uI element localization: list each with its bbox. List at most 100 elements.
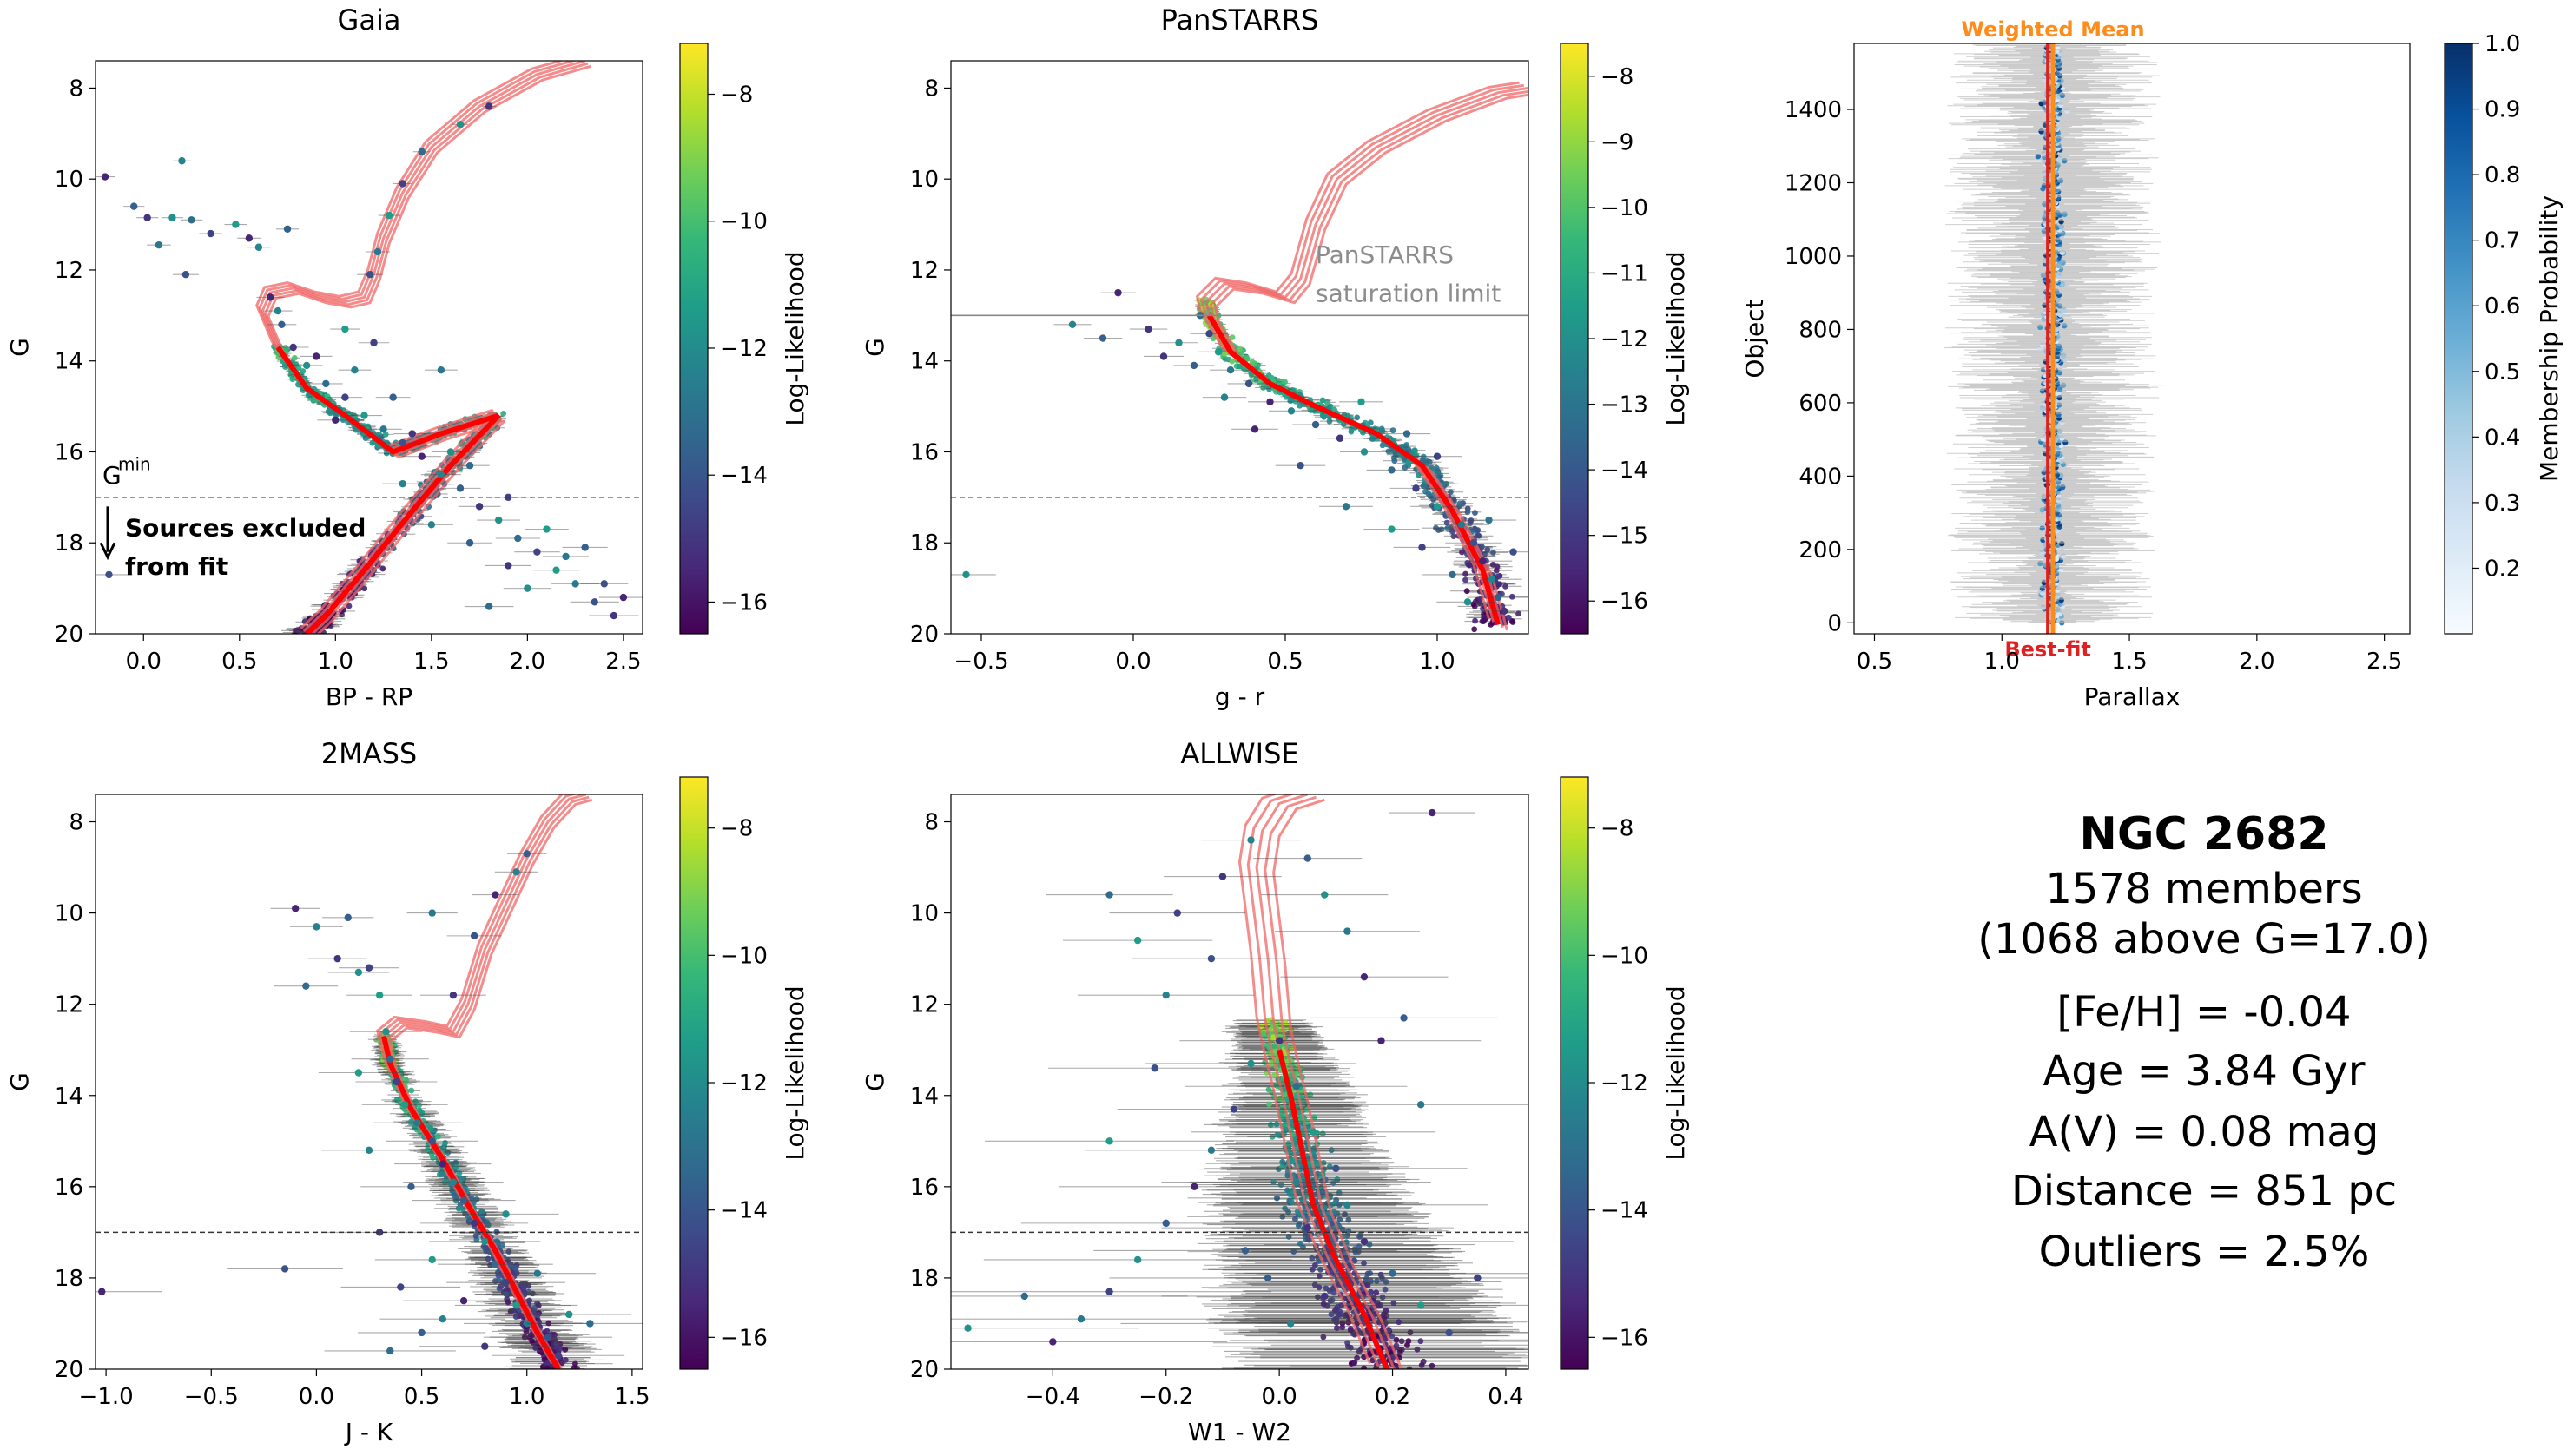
0|gaia-xtick-label: 0.0 bbox=[126, 649, 162, 675]
star-marker bbox=[408, 430, 416, 438]
star-marker bbox=[1099, 334, 1107, 342]
star-marker bbox=[354, 1069, 363, 1077]
star-marker bbox=[1457, 521, 1466, 529]
star-marker bbox=[341, 325, 349, 333]
star-marker bbox=[302, 361, 311, 370]
star-marker bbox=[1494, 593, 1502, 602]
star-point bbox=[275, 353, 282, 360]
star-point bbox=[1354, 1354, 1360, 1361]
star-point bbox=[291, 354, 298, 361]
star-marker bbox=[313, 923, 320, 931]
star-marker bbox=[591, 598, 598, 606]
star-point bbox=[1379, 1275, 1385, 1281]
star-marker bbox=[399, 479, 406, 488]
star-point bbox=[1389, 1333, 1396, 1340]
star-marker bbox=[360, 412, 368, 419]
y-axis-label: G bbox=[861, 338, 889, 357]
star-marker bbox=[1297, 461, 1304, 470]
star-point bbox=[1450, 533, 1457, 540]
star-point bbox=[1462, 570, 1468, 577]
2|2mass-ytick-label: 8 bbox=[69, 810, 83, 836]
star-marker bbox=[465, 539, 474, 547]
star-marker bbox=[962, 570, 970, 579]
star-marker bbox=[1114, 288, 1122, 297]
star-marker bbox=[1220, 393, 1229, 401]
star-marker bbox=[428, 909, 436, 917]
star-point bbox=[536, 1348, 543, 1354]
star-marker bbox=[437, 471, 446, 478]
2|2mass-ytick-label: 20 bbox=[55, 1357, 83, 1383]
star-point bbox=[1370, 435, 1377, 442]
star-point bbox=[451, 1192, 458, 1199]
star-point bbox=[445, 1150, 452, 1156]
star-point bbox=[1508, 593, 1515, 600]
star-point bbox=[1418, 1361, 1425, 1368]
star-point bbox=[1342, 1211, 1348, 1217]
colorbar-tick-label: −12 bbox=[720, 1071, 768, 1097]
star-point bbox=[1490, 549, 1496, 556]
star-marker bbox=[502, 1278, 510, 1287]
star-marker bbox=[1433, 503, 1442, 511]
2|2mass-ytick-label: 16 bbox=[55, 1175, 83, 1201]
star-marker bbox=[1336, 434, 1344, 442]
star-point bbox=[295, 365, 302, 372]
star-point bbox=[1289, 1045, 1296, 1052]
star-point bbox=[1307, 1091, 1314, 1098]
star-point bbox=[503, 1291, 510, 1298]
star-marker bbox=[1360, 448, 1369, 456]
star-point bbox=[495, 1272, 502, 1279]
star-point bbox=[361, 585, 368, 592]
plot-area bbox=[96, 794, 643, 1369]
star-point bbox=[1249, 359, 1256, 366]
0|gaia-ytick-label: 10 bbox=[55, 167, 83, 193]
star-marker bbox=[130, 202, 138, 210]
star-point bbox=[529, 1290, 536, 1297]
star-marker bbox=[459, 1296, 468, 1305]
star-point bbox=[1267, 1122, 1274, 1128]
star-point bbox=[408, 1087, 415, 1094]
excluded-annotation: Sources excluded bbox=[125, 513, 366, 542]
star-point bbox=[382, 431, 389, 438]
star-point bbox=[562, 1346, 569, 1353]
panel-title: Gaia bbox=[338, 3, 401, 36]
star-marker bbox=[512, 868, 520, 876]
star-point bbox=[1320, 1301, 1327, 1308]
star-marker bbox=[470, 1219, 478, 1228]
star-marker bbox=[1266, 398, 1274, 406]
0|gaia-xtick-label: 1.0 bbox=[318, 649, 353, 675]
star-marker bbox=[1449, 570, 1456, 579]
2|2mass-xtick-label: 0.0 bbox=[299, 1384, 334, 1410]
star-marker bbox=[322, 379, 330, 388]
star-marker bbox=[523, 850, 531, 858]
star-marker bbox=[544, 1334, 552, 1341]
star-point bbox=[1361, 1260, 1367, 1267]
star-point bbox=[1326, 418, 1333, 425]
star-point bbox=[505, 1299, 512, 1306]
star-marker bbox=[524, 584, 531, 592]
0|gaia-xtick-label: 1.5 bbox=[413, 649, 449, 675]
star-point bbox=[1297, 1241, 1304, 1247]
star-point bbox=[521, 1284, 528, 1291]
star-marker bbox=[313, 352, 320, 360]
star-point bbox=[425, 1146, 431, 1153]
star-marker bbox=[427, 521, 436, 529]
star-point bbox=[1334, 1176, 1341, 1183]
star-marker bbox=[400, 1101, 409, 1109]
colorbar-tick-label: −8 bbox=[720, 816, 753, 842]
star-marker bbox=[449, 1178, 458, 1186]
star-point bbox=[512, 1265, 518, 1271]
star-marker bbox=[446, 448, 455, 456]
star-marker bbox=[610, 611, 618, 620]
2|2mass-ytick-label: 12 bbox=[55, 992, 83, 1018]
colorbar-label: Log-Likelihood bbox=[781, 251, 809, 425]
star-point bbox=[1297, 402, 1303, 409]
star-marker bbox=[1479, 557, 1487, 565]
star-point bbox=[291, 632, 297, 634]
star-marker bbox=[481, 1342, 489, 1350]
1|panstarrs-frame bbox=[950, 60, 1529, 635]
star-marker bbox=[386, 1055, 394, 1063]
star-point bbox=[1290, 1157, 1297, 1164]
star-point bbox=[1342, 1312, 1348, 1319]
panel-title: 2MASS bbox=[321, 737, 417, 770]
